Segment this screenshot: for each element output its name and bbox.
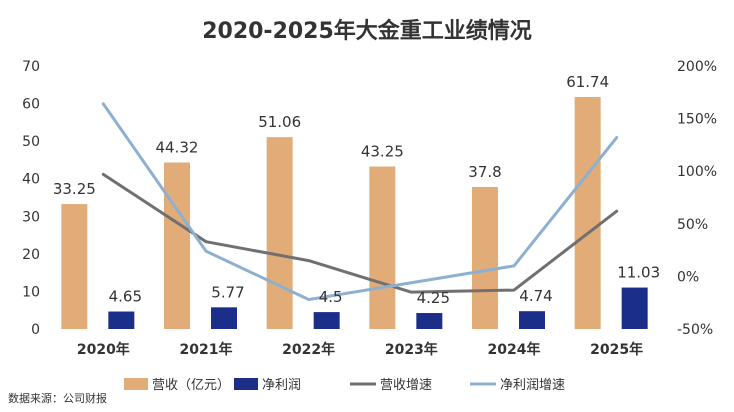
revenue-data-label: 43.25 [361, 143, 404, 161]
x-axis-label: 2020年 [77, 341, 130, 358]
x-axis-label: 2021年 [180, 341, 233, 358]
net-profit-data-label: 4.5 [319, 288, 343, 306]
left-axis-tick: 60 [22, 97, 40, 113]
right-axis-tick: 200% [677, 59, 717, 75]
left-axis-tick: 70 [22, 59, 40, 75]
net-profit-growth-line [101, 102, 619, 302]
left-axis-tick: 40 [22, 172, 40, 188]
revenue-bar [574, 97, 601, 329]
left-axis-tick: 0 [31, 322, 40, 338]
right-axis-tick: -50% [677, 322, 713, 338]
x-axis-label: 2022年 [282, 341, 335, 358]
right-axis-tick: 50% [677, 217, 708, 233]
net-profit-bar [416, 313, 443, 329]
legend-label: 净利润增速 [500, 378, 565, 393]
net-profit-data-label: 4.65 [109, 288, 142, 306]
legend-label: 营收增速 [380, 378, 432, 393]
legend: 营收（亿元） 净利润 营收增速 净利润增速 [124, 378, 565, 393]
revenue-growth-line [101, 172, 619, 294]
left-axis-tick: 10 [22, 284, 40, 300]
revenue-data-label: 51.06 [258, 113, 301, 131]
net-profit-bar [519, 311, 545, 329]
bar-labels-group: 33.25 44.32 51.06 43.25 37.8 61.74 4.65 5.77 4.5… [53, 73, 660, 307]
right-axis-tick: 0% [677, 269, 699, 285]
legend-label: 营收（亿元） [152, 378, 230, 393]
revenue-bar [369, 166, 396, 329]
left-axis-tick: 30 [22, 209, 40, 225]
net-profit-data-label: 4.25 [417, 289, 450, 307]
bars-group [61, 97, 648, 329]
lines-group [101, 102, 619, 302]
net-profit-bar [108, 311, 135, 329]
net-profit-data-label: 4.74 [519, 287, 552, 305]
legend-label: 净利润 [262, 378, 301, 393]
x-axis-label: 2024年 [488, 341, 541, 358]
left-axis-tick: 20 [22, 247, 40, 263]
x-axis-labels: 2020年 2021年 2022年 2023年 2024年 2025年 [77, 341, 643, 358]
x-axis-label: 2023年 [385, 341, 438, 358]
x-axis-label: 2025年 [590, 341, 643, 358]
right-axis-tick: 150% [677, 112, 717, 128]
right-axis: -50% 0% 50% 100% 150% 200% [677, 59, 717, 338]
legend-swatch [124, 378, 148, 390]
left-axis-tick: 50 [22, 134, 40, 150]
net-profit-bar [313, 312, 340, 329]
revenue-data-label: 44.32 [156, 138, 199, 156]
revenue-data-label: 61.74 [566, 73, 609, 91]
legend-swatch [234, 378, 258, 390]
net-profit-bar [211, 307, 237, 329]
net-profit-bar [621, 287, 648, 329]
net-profit-data-label: 11.03 [617, 264, 660, 282]
revenue-bar [266, 137, 293, 329]
revenue-bar [472, 186, 498, 329]
revenue-data-label: 33.25 [53, 180, 96, 198]
chart-title: 2020-2025年大金重工业绩情况 [202, 18, 532, 44]
left-axis: 0 10 20 30 40 50 60 70 [22, 59, 40, 338]
revenue-data-label: 37.8 [468, 163, 501, 181]
source-note: 数据来源：公司财报 [8, 391, 107, 405]
revenue-bar [61, 204, 88, 329]
revenue-bar [164, 162, 190, 329]
right-axis-tick: 100% [677, 164, 717, 180]
net-profit-data-label: 5.77 [211, 283, 244, 301]
